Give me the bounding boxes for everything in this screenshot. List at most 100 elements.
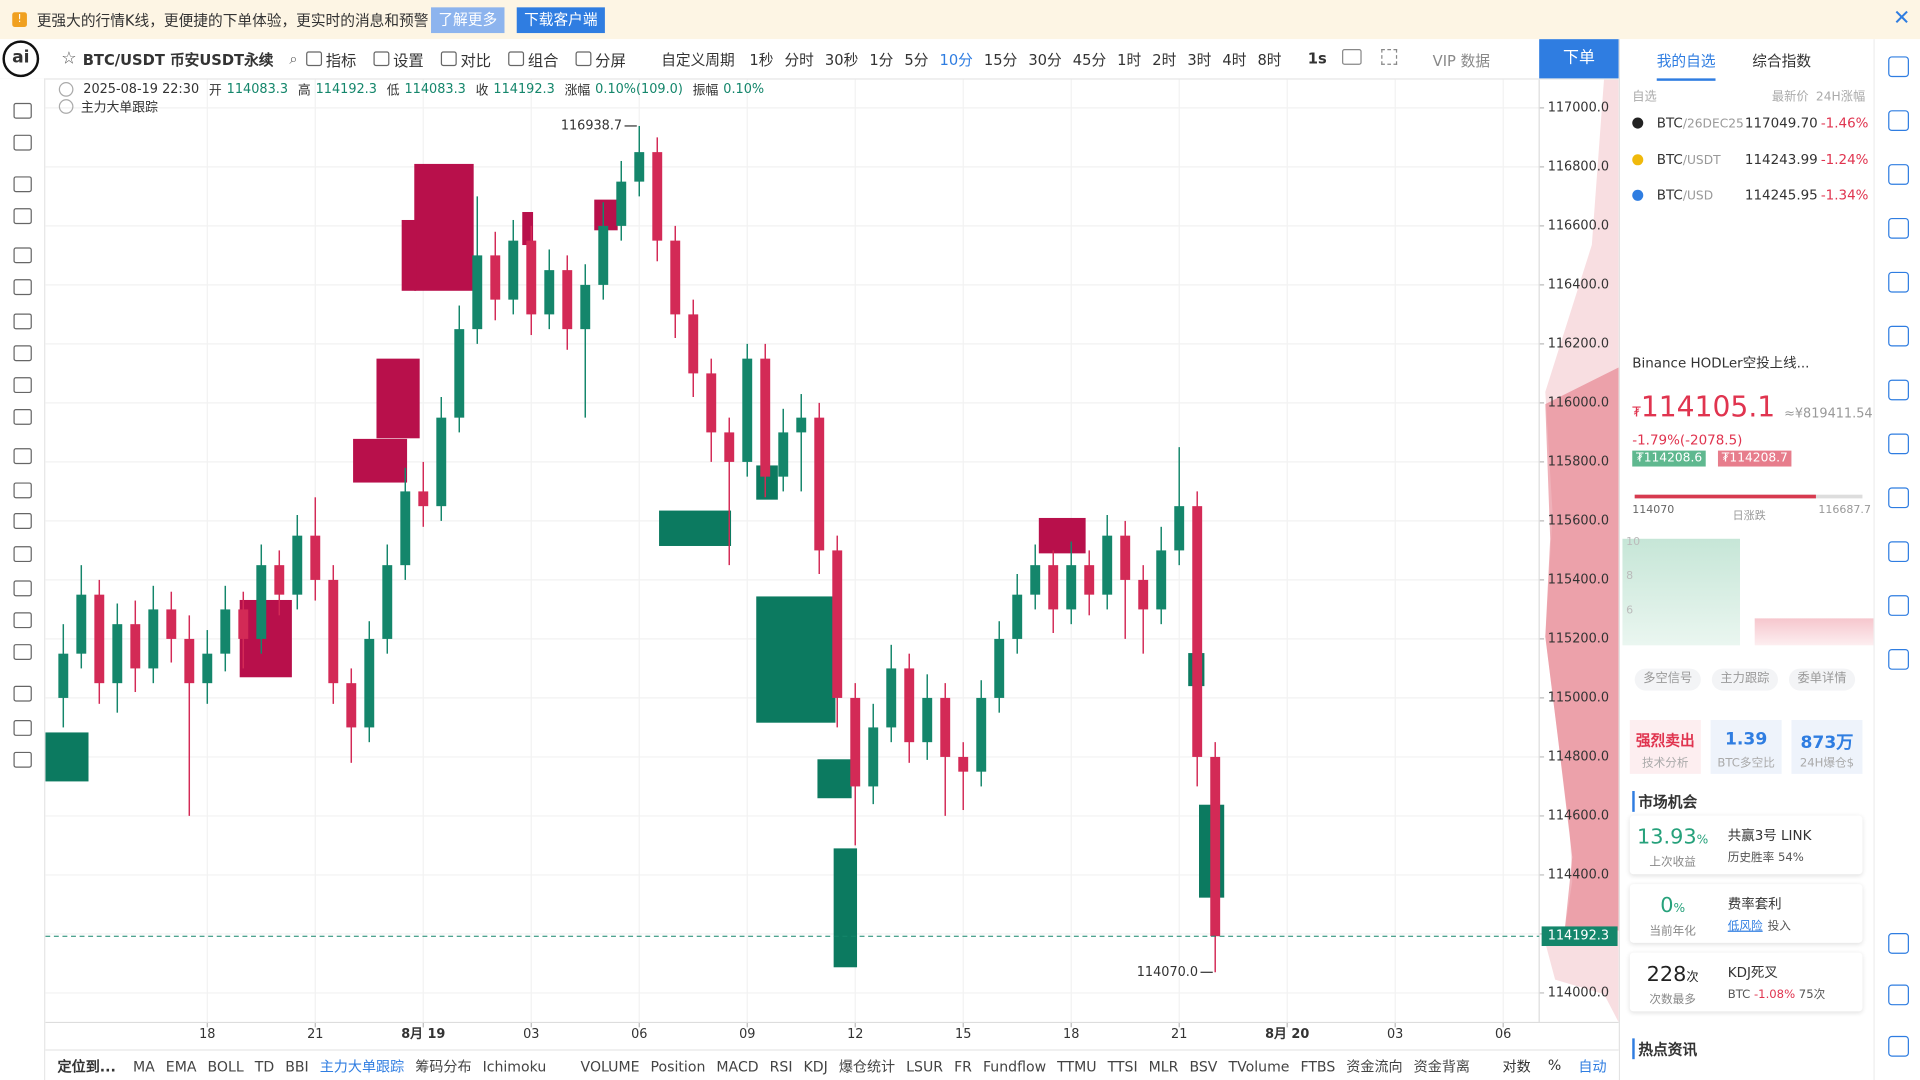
tool-icon[interactable] [13, 102, 32, 119]
tool-icon[interactable] [13, 482, 32, 499]
indicator[interactable]: 爆仓统计 [838, 1057, 896, 1075]
period[interactable]: 45分 [1072, 50, 1107, 68]
indicator[interactable]: Fundflow [982, 1057, 1047, 1075]
download-button[interactable]: 下载客户端 [516, 7, 605, 34]
period[interactable]: 15分 [983, 50, 1018, 68]
indicator[interactable]: Ichimoku [482, 1057, 547, 1075]
tool-icon[interactable] [508, 51, 525, 67]
fullscreen-icon[interactable] [1381, 48, 1398, 65]
tool-icon[interactable] [13, 685, 32, 702]
side-icon[interactable] [1888, 595, 1909, 616]
side-icon[interactable] [1888, 379, 1909, 401]
tool-icon[interactable] [13, 176, 32, 193]
tool[interactable]: 指标 [306, 47, 356, 70]
side-icon[interactable] [1888, 110, 1909, 132]
side-icon[interactable] [1888, 487, 1909, 509]
period[interactable]: 1分 [869, 50, 894, 68]
tool[interactable]: 分屏 [575, 47, 626, 70]
tool[interactable]: 组合 [508, 47, 558, 70]
period[interactable]: 30秒 [824, 50, 859, 68]
period[interactable]: 2时 [1152, 50, 1177, 68]
indicator[interactable]: Position [650, 1057, 706, 1075]
side-icon[interactable] [1888, 1035, 1909, 1057]
tool-icon[interactable] [13, 720, 32, 736]
period[interactable]: 10分 [939, 50, 973, 68]
pair[interactable]: /USD [1682, 189, 1714, 204]
tool-icon[interactable] [373, 51, 390, 67]
custom-period[interactable]: 自定义周期 [661, 50, 735, 68]
watch-symbol[interactable]: BTC/26DEC25 [1657, 115, 1744, 131]
side-icon[interactable] [1888, 217, 1909, 239]
tool-label[interactable]: 分屏 [595, 50, 626, 70]
tool-icon[interactable] [13, 580, 32, 597]
tool-icon[interactable] [306, 51, 323, 67]
resolution[interactable]: 1s [1307, 50, 1327, 68]
tool-icon[interactable] [13, 313, 32, 330]
tool-icon[interactable] [13, 134, 32, 151]
symbol-selector[interactable]: ☆ BTC/USDT 币安USDT永续 ⌕ [61, 39, 297, 78]
symbol[interactable]: BTC [1656, 151, 1683, 168]
tool-label[interactable]: 指标 [325, 50, 357, 70]
search-icon[interactable]: ⌕ [289, 49, 298, 67]
symbol[interactable]: BTC/USDT 币安USDT永续 [82, 50, 274, 68]
indicator[interactable]: VOLUME [580, 1057, 640, 1075]
opportunity-card[interactable]: 228次 次数最多 KDJ死叉 BTC -1.08% 75次 [1629, 952, 1863, 1012]
info-icon[interactable] [58, 82, 74, 97]
indicator[interactable]: 资金背离 [1413, 1057, 1470, 1075]
tool[interactable]: 设置 [373, 47, 424, 70]
tool-icon[interactable] [575, 51, 592, 67]
period[interactable]: 30分 [1028, 50, 1062, 68]
indicator[interactable]: TD [254, 1057, 275, 1075]
indicator[interactable]: TTSI [1107, 1057, 1138, 1075]
tool-icon[interactable] [13, 644, 32, 660]
logo[interactable]: ai [2, 40, 40, 78]
tool-icon[interactable] [13, 448, 32, 465]
side-icon[interactable] [1888, 984, 1909, 1006]
period[interactable]: 8时 [1257, 50, 1282, 68]
side-icon[interactable] [1888, 271, 1909, 293]
side-icon[interactable] [1888, 933, 1909, 954]
period[interactable]: 4时 [1222, 50, 1247, 68]
indicator[interactable]: LSUR [906, 1057, 944, 1075]
vip-data[interactable]: VIP 数据 [1432, 52, 1490, 70]
tool[interactable]: 对比 [440, 47, 492, 70]
tool-label[interactable]: 对比 [460, 50, 492, 70]
indicator[interactable]: BBI [285, 1057, 309, 1075]
symbol[interactable]: BTC [1656, 187, 1683, 204]
period[interactable]: 5分 [904, 50, 929, 68]
panel-tab[interactable]: 综合指数 [1752, 52, 1812, 70]
indicator[interactable]: RSI [769, 1057, 793, 1075]
indicator[interactable]: MA [132, 1057, 155, 1075]
tool-icon[interactable] [13, 513, 32, 529]
scale-option[interactable]: 对数 [1502, 1057, 1531, 1075]
period[interactable]: 3时 [1187, 50, 1212, 68]
indicator[interactable]: BOLL [207, 1057, 244, 1075]
tool-icon[interactable] [13, 208, 32, 225]
tool-icon[interactable] [13, 408, 32, 425]
tool-icon[interactable] [13, 345, 32, 362]
period[interactable]: 1时 [1117, 50, 1142, 68]
tool-icon[interactable] [440, 51, 457, 67]
indicator[interactable]: EMA [165, 1057, 197, 1075]
side-icon[interactable] [1888, 433, 1909, 455]
signal-tab[interactable]: 委单详情 [1788, 668, 1856, 691]
news[interactable]: Binance HODLer空投上线... [1632, 355, 1810, 372]
star-icon[interactable]: ☆ [61, 48, 77, 69]
indicator[interactable]: 主力大单跟踪 [319, 1057, 405, 1075]
watch-symbol[interactable]: BTC/USDT [1657, 151, 1721, 167]
indicator[interactable]: BSV [1189, 1057, 1218, 1075]
indicator[interactable]: MLR [1148, 1057, 1179, 1075]
close-banner[interactable]: ✕ [1893, 6, 1911, 31]
period[interactable]: 分时 [784, 50, 814, 68]
tool-icon[interactable] [13, 612, 32, 629]
side-icon[interactable] [1888, 164, 1909, 185]
tool-icon[interactable] [13, 751, 32, 768]
opportunity-card[interactable]: 13.93% 上次收益 共赢3号 LINK 历史胜率 54% [1629, 815, 1863, 875]
side-icon[interactable] [1888, 541, 1909, 563]
scale-option[interactable]: 自动 [1578, 1057, 1607, 1075]
indicator[interactable]: FTBS [1300, 1057, 1336, 1075]
tool-label[interactable]: 设置 [393, 50, 424, 70]
period[interactable]: 1秒 [749, 50, 774, 68]
indicator[interactable]: KDJ [803, 1057, 828, 1075]
indicator[interactable]: TTMU [1057, 1057, 1097, 1075]
